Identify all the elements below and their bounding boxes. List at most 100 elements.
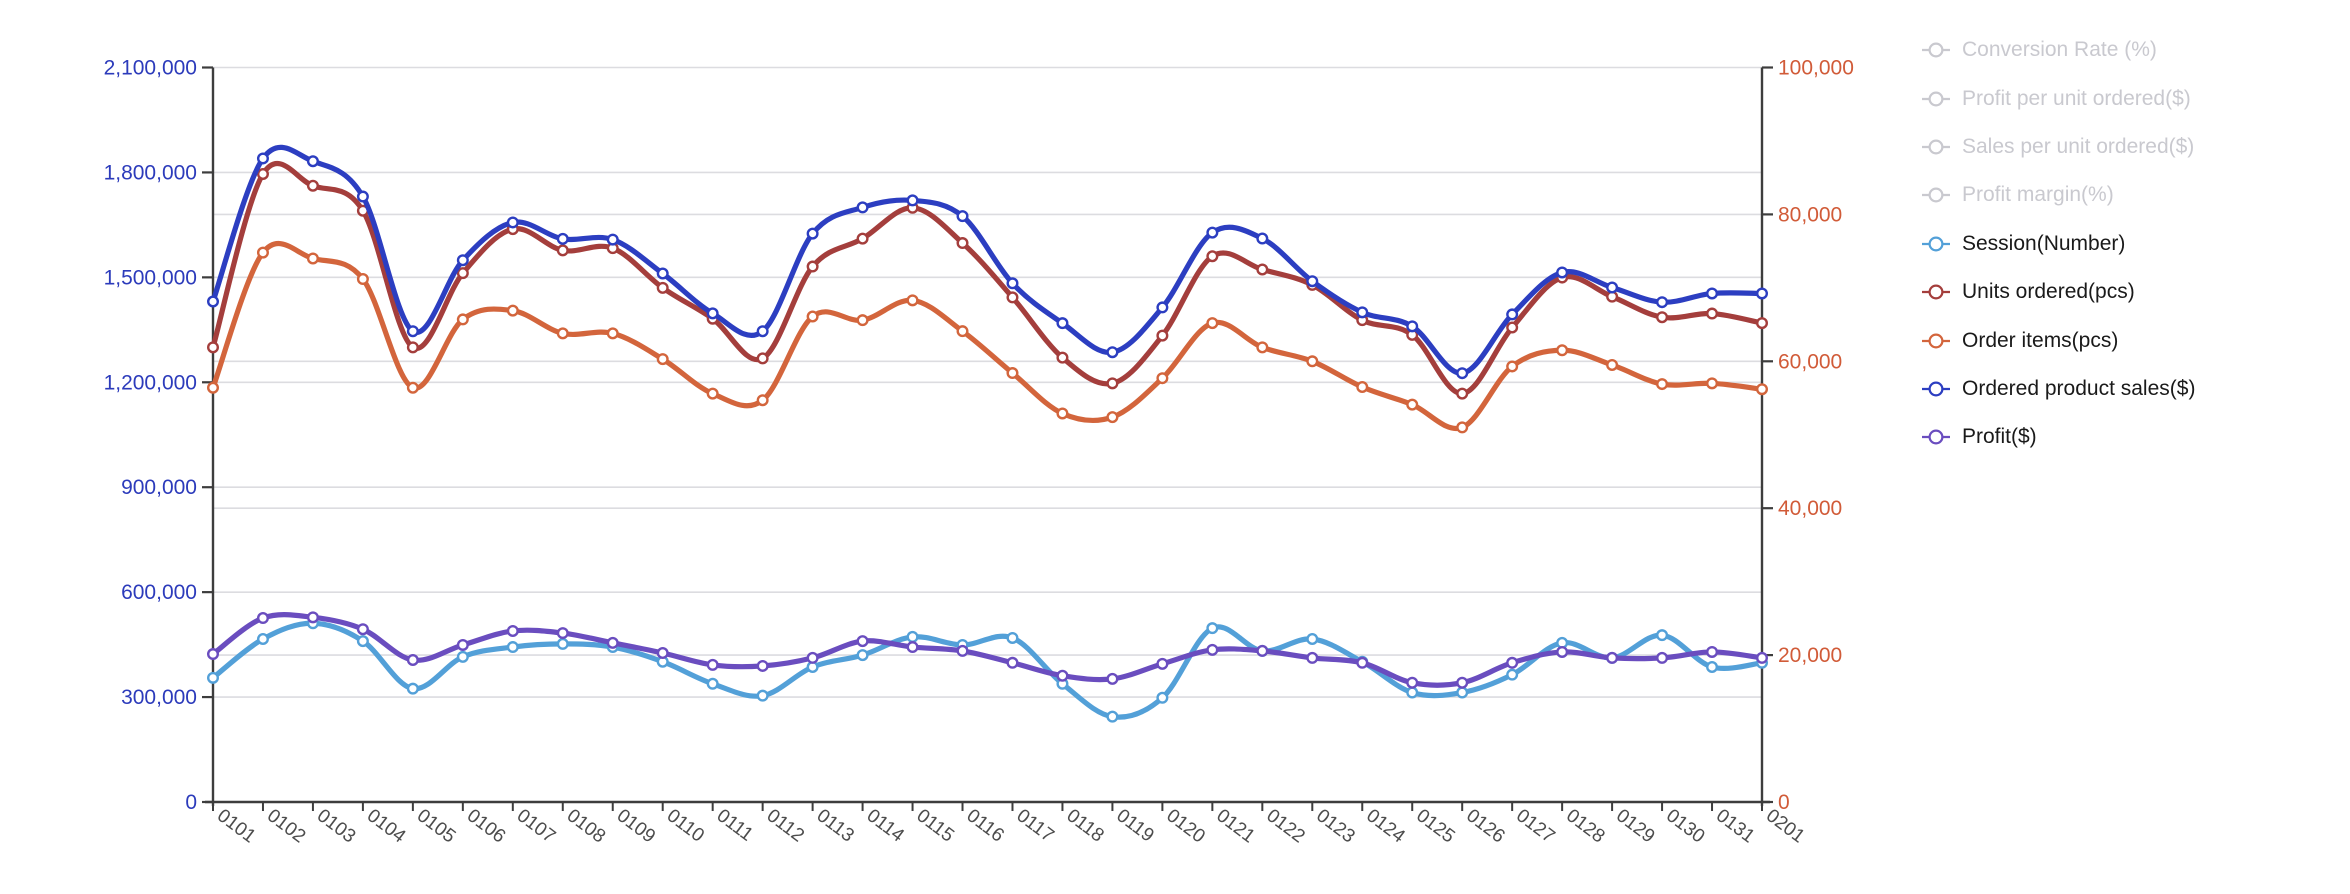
data-point-marker [1656,629,1669,642]
data-point-marker [756,689,769,702]
legend-line-marker-icon [1922,139,1950,155]
legend-line-marker-icon [1922,381,1950,397]
data-point-marker [506,641,519,654]
data-point-marker [856,635,869,648]
data-point-marker [456,313,469,326]
data-point-marker [556,232,569,245]
legend-item-conversion-rate[interactable]: Conversion Rate (%) [1922,26,2195,74]
right-axis-labels: 0 20,000 40,000 60,000 80,000 100,000 [1762,57,1854,814]
data-point-marker [856,201,869,214]
data-point-marker [1656,378,1669,391]
x-axis-tick-label: 0116 [963,805,1008,846]
data-point-marker [1156,301,1169,314]
data-point-marker [456,650,469,663]
x-axis-tick-label: 0125 [1412,805,1458,847]
right-axis-tick-label: 40,000 [1778,497,1842,520]
data-point-marker [1456,387,1469,400]
legend-item-order-items-pcs[interactable]: Order items(pcs) [1922,316,2195,364]
data-point-marker [1606,358,1619,371]
data-point-marker [306,155,319,168]
data-point-marker [656,647,669,660]
data-point-marker [556,627,569,640]
data-point-marker [1106,346,1119,359]
data-point-marker [856,649,869,662]
right-axis-tick-label: 100,000 [1778,57,1854,80]
data-point-marker [556,327,569,340]
left-axis-tick-label: 2,100,000 [104,57,197,80]
data-point-marker [1556,266,1569,279]
data-point-marker [356,190,369,203]
data-point-marker [806,651,819,664]
legend-item-sales-per-unit-ordered[interactable]: Sales per unit ordered($) [1922,123,2195,171]
x-axis-tick-label: 0113 [813,805,858,846]
data-point-marker [356,635,369,648]
data-point-marker [1406,398,1419,411]
x-axis-tick-label: 0124 [1362,805,1409,847]
data-point-marker [1406,676,1419,689]
x-axis-tick-label: 0107 [513,805,559,847]
data-point-marker [1006,291,1019,304]
data-point-marker [1606,651,1619,664]
x-axis-tick-label: 0112 [763,805,808,846]
data-point-marker [1506,308,1519,321]
data-point-marker [1056,407,1069,420]
legend-item-ordered-product-sales[interactable]: Ordered product sales($) [1922,365,2195,413]
data-point-marker [1056,669,1069,682]
data-point-marker [756,659,769,672]
legend-item-profit-margin[interactable]: Profit margin(%) [1922,171,2195,219]
legend-line-marker-icon [1922,429,1950,445]
data-point-marker [1606,281,1619,294]
data-point-marker [1206,643,1219,656]
data-point-marker [906,294,919,307]
x-axis-tick-label: 0130 [1662,805,1708,847]
data-point-marker [656,353,669,366]
data-point-marker [1106,710,1119,723]
legend-item-profit[interactable]: Profit($) [1922,413,2195,461]
data-point-marker [706,387,719,400]
data-point-marker [756,325,769,338]
axis-lines [205,67,1770,806]
legend-item-label: Profit margin(%) [1962,183,2114,207]
data-point-marker [1256,263,1269,276]
data-point-marker [506,304,519,317]
data-point-marker [1306,355,1319,368]
data-point-marker [956,210,969,223]
data-point-marker [1706,377,1719,390]
x-axis-tick-label: 0111 [713,805,757,846]
x-axis-tick-label: 0122 [1262,805,1308,847]
x-axis-tick-label: 0109 [613,805,659,847]
data-point-marker [206,671,219,684]
data-point-marker [856,232,869,245]
data-point-marker [756,352,769,365]
x-axis-tick-label: 0127 [1512,805,1558,847]
legend-item-session-number[interactable]: Session(Number) [1922,220,2195,268]
left-axis-tick-label: 300,000 [121,686,197,709]
x-axis-labels: 0101 0102 0103 0104 0105 0106 0107 0108 0109 0110… [212,802,1808,848]
data-point-marker [1156,657,1169,670]
data-point-marker [1506,321,1519,334]
right-axis-tick-label: 80,000 [1778,203,1842,226]
series-5-line [206,611,1768,689]
series-2-line [206,160,1768,400]
data-point-marker [1755,383,1768,396]
data-point-marker [556,244,569,257]
data-point-marker [1206,317,1219,330]
data-point-marker [606,233,619,246]
right-axis-tick-label: 20,000 [1778,644,1842,667]
data-point-marker [256,246,269,259]
data-point-marker [1456,676,1469,689]
legend-item-label: Profit($) [1962,425,2037,449]
data-point-marker [1456,367,1469,380]
data-point-marker [1306,275,1319,288]
left-axis-labels: 0 300,000 600,000 900,000 1,200,000 1,500,000… [104,57,213,814]
data-point-marker [1706,307,1719,320]
x-axis-tick-label: 0121 [1212,805,1258,847]
data-point-marker [606,636,619,649]
data-point-marker [406,325,419,338]
data-point-marker [506,624,519,637]
data-point-marker [1056,317,1069,330]
legend-item-units-ordered-pcs[interactable]: Units ordered(pcs) [1922,268,2195,316]
legend-item-profit-per-unit-ordered[interactable]: Profit per unit ordered($) [1922,74,2195,122]
